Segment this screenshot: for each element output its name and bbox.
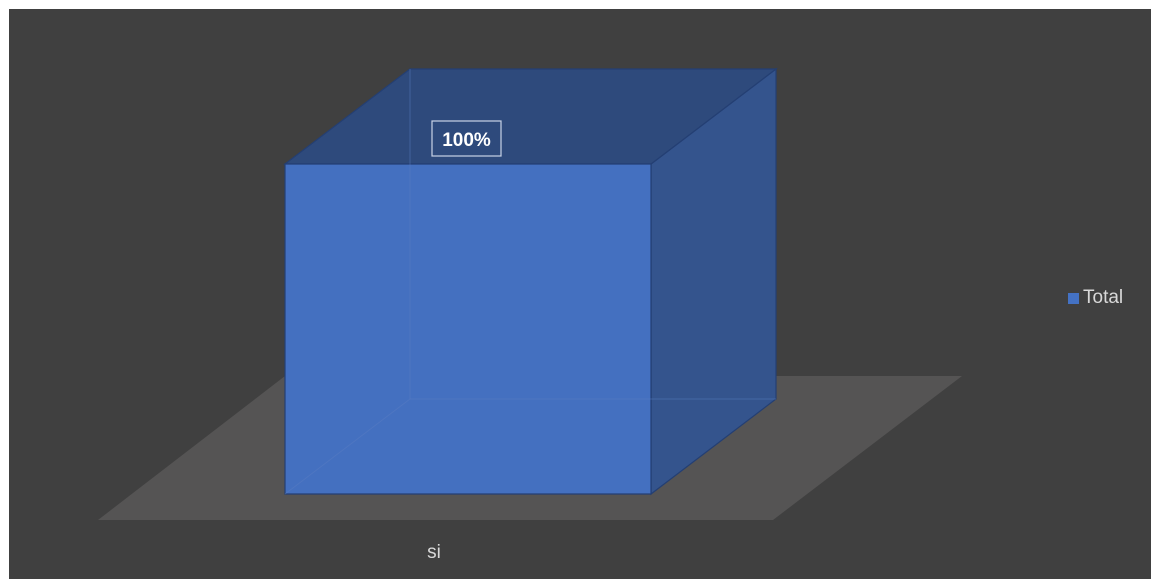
legend-swatch-total (1068, 292, 1079, 304)
bars-group (283, 67, 778, 496)
data-label-box (431, 120, 502, 157)
x-tick-labels: si (427, 542, 441, 563)
data-label: 100% (442, 130, 491, 151)
x-tick-label: si (427, 542, 441, 563)
bar-back-edge-2 (284, 398, 411, 495)
data-labels: 100% (431, 120, 502, 157)
legend: Total (1068, 287, 1123, 309)
legend-label-total: Total (1083, 287, 1124, 308)
bar-si (284, 163, 652, 495)
